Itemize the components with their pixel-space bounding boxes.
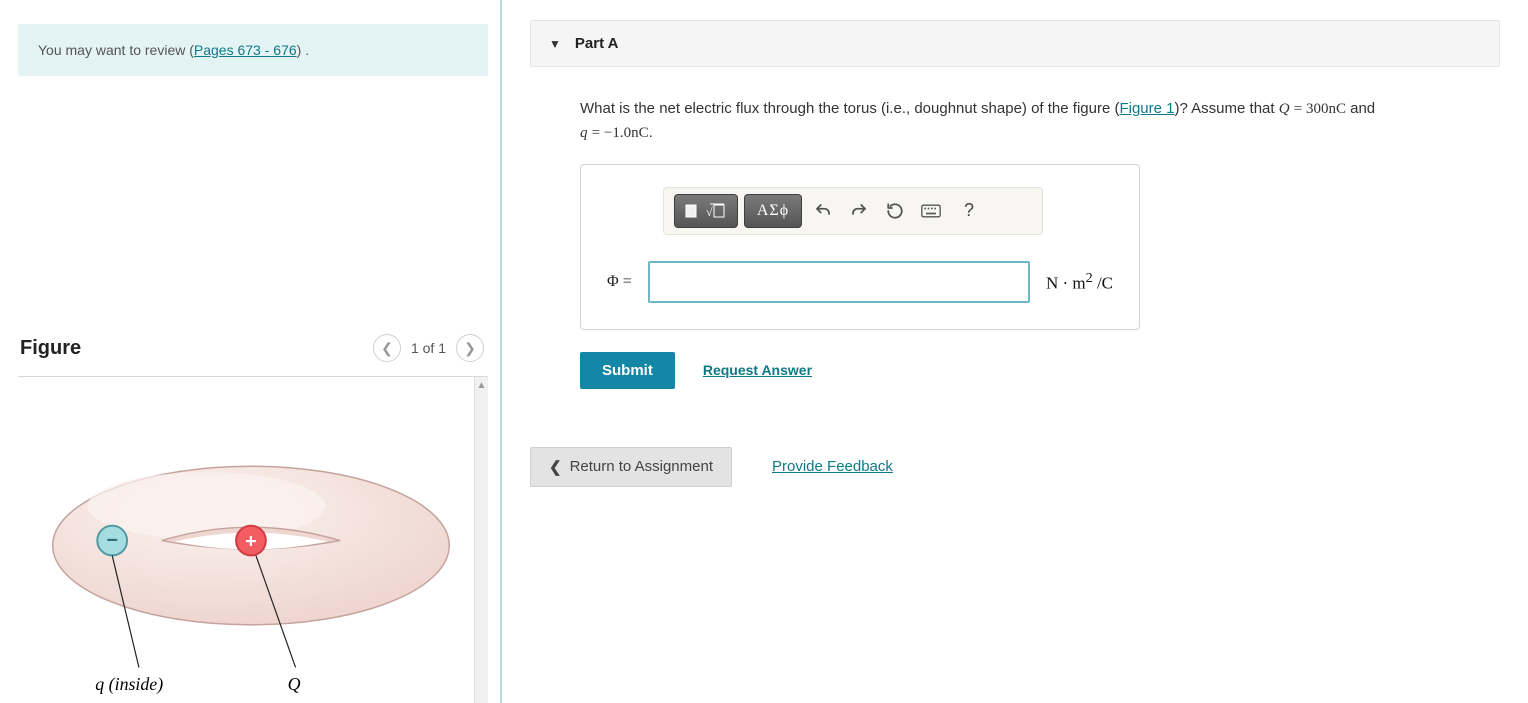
q-expr: q = −1.0nC	[580, 124, 649, 141]
answer-units: N · m2 /C	[1046, 270, 1113, 294]
equation-toolbar: √ ΑΣϕ ?	[663, 187, 1043, 235]
collapse-caret-icon: ▼	[549, 37, 561, 51]
figure-next-button[interactable]: ❯	[456, 334, 484, 362]
chevron-left-icon: ❮	[549, 458, 562, 476]
svg-text:−: −	[106, 530, 118, 552]
provide-feedback-link[interactable]: Provide Feedback	[772, 458, 893, 475]
Q-expr: Q = 300nC	[1279, 100, 1346, 117]
part-header[interactable]: ▼ Part A	[530, 20, 1500, 67]
figure-canvas: − + q (inside) Q	[18, 377, 474, 703]
phi-label: Φ =	[607, 273, 632, 291]
help-icon[interactable]: ?	[958, 200, 980, 221]
svg-text:+: +	[245, 531, 257, 553]
reset-icon[interactable]	[880, 196, 910, 226]
prompt-pre: What is the net electric flux through th…	[580, 100, 1119, 117]
prompt-between: and	[1346, 100, 1375, 117]
part-title: Part A	[575, 35, 619, 52]
question-prompt: What is the net electric flux through th…	[580, 97, 1500, 146]
greek-button[interactable]: ΑΣϕ	[744, 194, 802, 228]
figure-pager: ❮ 1 of 1 ❯	[373, 334, 484, 362]
figure-link[interactable]: Figure 1	[1119, 100, 1174, 117]
submit-button[interactable]: Submit	[580, 352, 675, 389]
answer-box: √ ΑΣϕ ?	[580, 164, 1140, 330]
figure-prev-button[interactable]: ❮	[373, 334, 401, 362]
prompt-mid: )? Assume that	[1175, 100, 1279, 117]
answer-input[interactable]	[648, 261, 1030, 303]
redo-icon[interactable]	[844, 196, 874, 226]
svg-text:Q: Q	[288, 674, 301, 694]
hint-prefix: You may want to review (	[38, 42, 194, 58]
pages-link[interactable]: Pages 673 - 676	[194, 42, 297, 58]
svg-text:√: √	[706, 205, 713, 219]
undo-icon[interactable]	[808, 196, 838, 226]
request-answer-link[interactable]: Request Answer	[703, 362, 812, 378]
scroll-up-icon: ▲	[475, 377, 488, 393]
review-hint: You may want to review (Pages 673 - 676)…	[18, 24, 488, 76]
return-button[interactable]: ❮ Return to Assignment	[530, 447, 732, 487]
figure-pager-text: 1 of 1	[411, 340, 446, 356]
figure-title: Figure	[20, 337, 81, 360]
figure-header: Figure ❮ 1 of 1 ❯	[18, 326, 488, 377]
templates-button[interactable]: √	[674, 194, 738, 228]
svg-text:q (inside): q (inside)	[95, 674, 163, 695]
figure-scrollbar[interactable]: ▲ ▼	[474, 377, 488, 703]
keyboard-icon[interactable]	[916, 196, 946, 226]
hint-suffix: ) .	[297, 42, 309, 58]
prompt-end: .	[649, 124, 653, 141]
return-label: Return to Assignment	[570, 458, 713, 475]
